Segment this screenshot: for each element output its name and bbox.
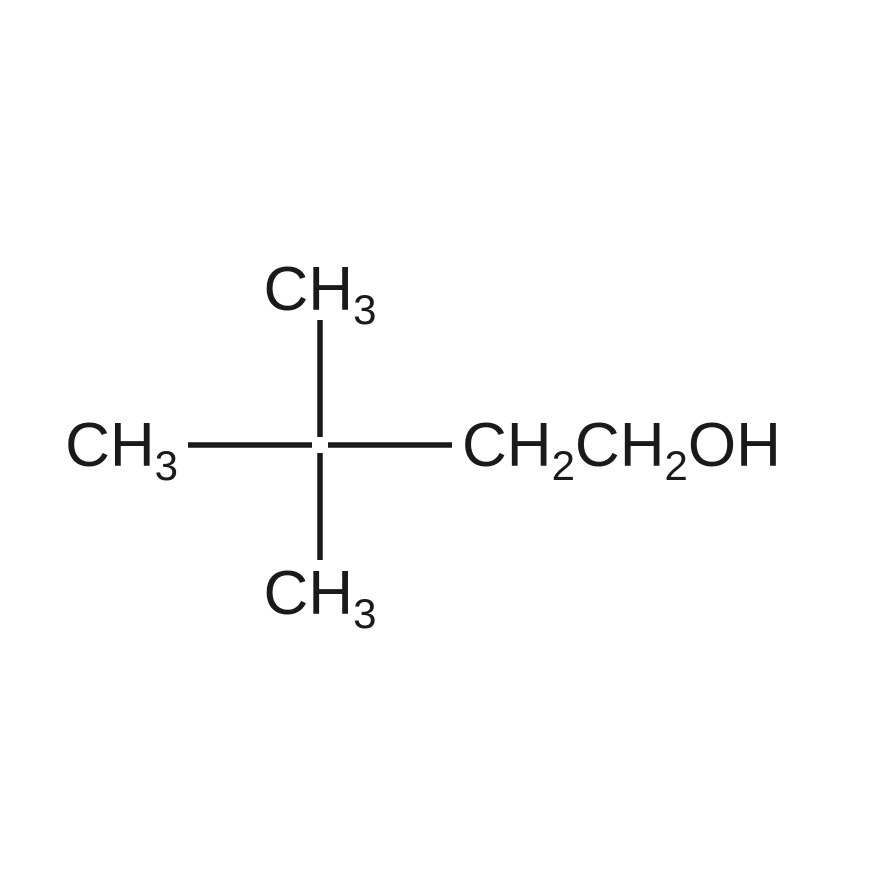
atom-label-right_chain_run: CH2CH2OH [462, 411, 781, 489]
bonds-group [188, 320, 452, 560]
atom-label-CH3_down_run: CH3 [264, 559, 377, 637]
atom-label-CH3_up_run: CH3 [264, 255, 377, 333]
chemical-structure-diagram: CH3 CH3 CH3 CH2CH2OH [0, 0, 890, 890]
atom-label-CH3_left_run: CH3 [65, 411, 178, 489]
